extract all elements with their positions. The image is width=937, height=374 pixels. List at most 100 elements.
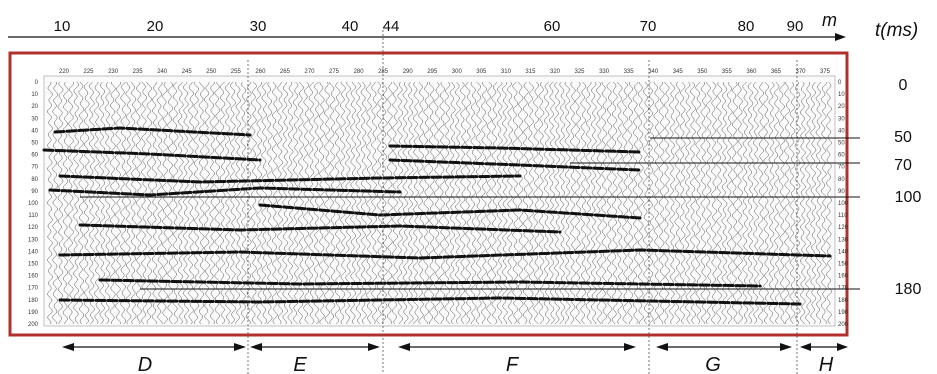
trace-number-label: 315	[525, 69, 536, 75]
trace-number-label: 310	[501, 69, 512, 75]
trace-number-label: 305	[476, 69, 487, 75]
zone-e: E	[250, 343, 380, 374]
top-axis-tick: 90	[787, 18, 804, 35]
top-axis-tick: 30	[250, 18, 267, 35]
zone-g: G	[656, 343, 792, 374]
seismic-trace	[162, 81, 169, 325]
seismic-trace	[433, 81, 440, 325]
time-label: 120	[838, 225, 849, 231]
seismic-trace	[52, 81, 59, 325]
seismic-trace	[763, 81, 770, 325]
time-label: 100	[28, 201, 39, 207]
time-label: 30	[31, 116, 38, 122]
trace-number-label: 330	[599, 69, 610, 75]
seismic-trace	[538, 81, 545, 325]
seismic-trace	[758, 81, 765, 325]
seismic-trace	[815, 81, 822, 325]
time-label: 70	[31, 165, 38, 171]
seismic-trace	[826, 81, 833, 325]
reflector-band	[388, 144, 642, 154]
time-label: 80	[838, 177, 845, 183]
reflector-band	[58, 248, 832, 260]
seismic-trace	[120, 81, 127, 325]
trace-number-label: 290	[403, 69, 414, 75]
time-label: 70	[838, 165, 845, 171]
seismic-trace	[156, 81, 163, 325]
zone-g-label: G	[705, 354, 721, 374]
reflector-band	[48, 186, 402, 197]
trace-number-label: 265	[280, 69, 291, 75]
seismic-trace	[67, 81, 74, 325]
seismic-trace	[99, 81, 106, 325]
seismic-trace	[188, 81, 195, 325]
trace-number-label: 355	[722, 69, 733, 75]
top-axis-tick: 20	[147, 18, 164, 35]
trace-number-label: 255	[231, 69, 242, 75]
seismic-trace	[47, 81, 53, 325]
left-time-labels: 0 10 20 30 40 50 60 70 80 90 100 110 120 130 140 150 160…	[28, 80, 39, 328]
seismic-trace	[721, 81, 728, 325]
trace-number-label: 300	[452, 69, 463, 75]
right-axis-unit: t(ms)	[875, 20, 918, 41]
trace-number-label: 335	[624, 69, 635, 75]
seismic-trace	[83, 81, 90, 325]
trace-number-label: 320	[550, 69, 561, 75]
seismic-trace	[177, 81, 184, 325]
reflector-band	[258, 203, 642, 220]
trace-number-label: 275	[329, 69, 340, 75]
seismic-trace	[193, 82, 200, 325]
zone-f-label: F	[506, 354, 520, 374]
seismic-trace	[752, 81, 759, 325]
right-time-axis: t(ms) 0 50 70 100 180	[875, 20, 921, 298]
right-axis-tick: 180	[895, 281, 922, 298]
zone-e-label: E	[293, 354, 307, 374]
time-label: 160	[838, 274, 849, 280]
seismic-trace	[768, 81, 775, 325]
trace-number-label: 280	[354, 69, 365, 75]
seismic-trace	[130, 81, 137, 325]
top-axis-tick: 80	[738, 18, 755, 35]
time-label: 90	[31, 189, 38, 195]
seismic-trace	[501, 81, 508, 325]
seismic-trace	[710, 81, 717, 325]
time-label: 130	[838, 237, 849, 243]
time-label: 200	[28, 322, 39, 328]
seismic-trace	[810, 81, 817, 325]
time-label: 120	[28, 225, 39, 231]
seismic-trace	[73, 81, 80, 325]
right-time-labels: 0 10 20 30 40 50 60 70 80 90 100 110 120 130 140 150 160…	[838, 80, 849, 328]
zone-boundaries	[247, 30, 798, 374]
trace-number-label: 260	[255, 69, 266, 75]
time-label: 110	[28, 213, 38, 219]
time-label: 80	[31, 177, 38, 183]
trace-number-label: 235	[133, 69, 144, 75]
seismic-trace	[57, 81, 64, 325]
seismic-trace	[203, 81, 210, 325]
reflector-band	[53, 126, 252, 137]
reflector-bands	[42, 126, 832, 306]
seismic-trace	[716, 81, 723, 325]
trace-number-label: 250	[206, 69, 217, 75]
reflector-band	[388, 158, 642, 172]
zone-annotations: D E F G H	[62, 343, 848, 374]
trace-number-label: 375	[820, 69, 831, 75]
seismic-trace	[104, 81, 111, 325]
trace-number-label: 240	[157, 69, 168, 75]
seismic-trace	[737, 81, 744, 325]
time-label: 140	[838, 249, 849, 255]
seismic-trace	[794, 81, 801, 325]
seismic-trace	[114, 81, 121, 325]
seismic-trace	[731, 81, 738, 325]
top-distance-axis: 10 20 30 40 44 60 70 80 90 m	[8, 10, 846, 41]
reflector-band	[58, 296, 802, 306]
time-label: 200	[838, 322, 849, 328]
reflector-band	[98, 278, 762, 288]
seismic-trace	[684, 81, 691, 325]
reflector-band	[42, 148, 262, 162]
time-label: 140	[28, 249, 39, 255]
trace-number-label: 230	[108, 69, 119, 75]
time-label: 10	[31, 92, 38, 98]
time-label: 190	[28, 310, 39, 316]
time-label: 110	[838, 213, 848, 219]
seismic-trace	[778, 81, 785, 325]
